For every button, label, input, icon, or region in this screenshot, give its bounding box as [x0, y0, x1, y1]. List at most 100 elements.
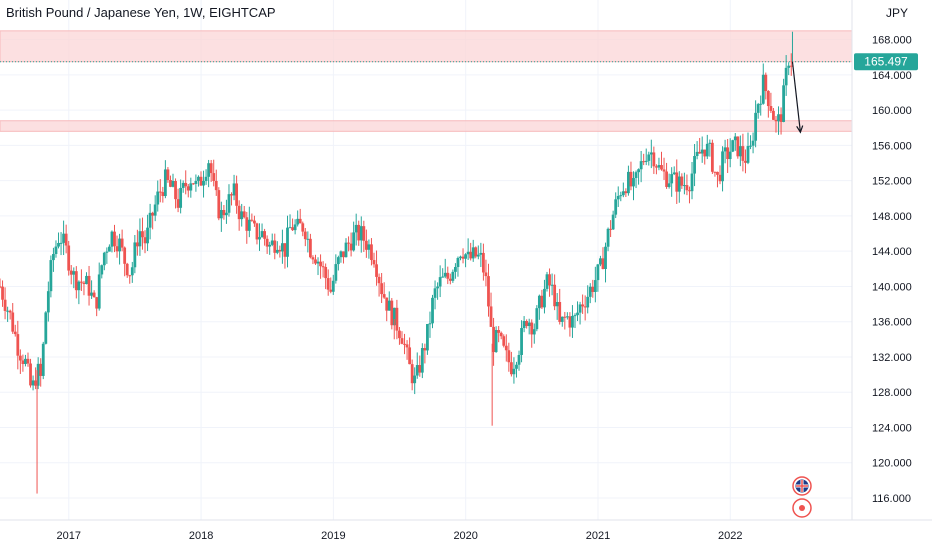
candle-body: [459, 256, 462, 258]
candle-body: [578, 304, 582, 313]
candle-body: [41, 343, 45, 376]
candle-body: [675, 172, 679, 192]
candle-body: [194, 180, 198, 184]
candle-body: [283, 243, 287, 257]
candle-body: [764, 74, 768, 92]
candle-body: [225, 212, 228, 216]
candle-body: [487, 276, 490, 307]
candle-body: [85, 275, 88, 285]
candle-body: [59, 242, 63, 244]
x-axis-ticks[interactable]: 2017 2018 2019 2020 2021 2022: [57, 530, 743, 542]
candle-body: [141, 231, 144, 238]
candle-body: [26, 358, 30, 364]
resistance-zones: [0, 30, 853, 132]
candle-body: [479, 252, 483, 255]
candle-body: [662, 169, 666, 172]
y-tick-label: 140.000: [872, 281, 912, 293]
candle-body: [481, 252, 485, 273]
candle-body: [413, 375, 417, 384]
candle-body: [749, 145, 752, 147]
candle-body: [532, 329, 536, 335]
candle-body: [583, 306, 587, 308]
candle-body: [133, 242, 137, 268]
candle-body: [766, 91, 770, 107]
candle-body: [741, 146, 745, 161]
candle-body: [34, 380, 38, 386]
candle-body: [163, 169, 167, 197]
jp-flag-icon[interactable]: JP: [792, 498, 812, 518]
candle-body: [69, 270, 73, 275]
candle-body: [494, 330, 498, 353]
candle-body: [420, 348, 424, 373]
candle-body: [779, 114, 783, 122]
candle-body: [520, 328, 523, 355]
candle-body: [1, 286, 4, 300]
candle-body: [553, 284, 557, 307]
candle-body: [174, 180, 177, 200]
uk-flag-icon[interactable]: UK: [792, 476, 812, 496]
candle-body: [207, 163, 211, 177]
candle-body: [250, 219, 254, 221]
candle-body: [522, 321, 526, 329]
candle-body: [336, 257, 340, 265]
candle-body: [240, 211, 244, 220]
y-axis-ticks[interactable]: 116.000 120.000 124.000 128.000 132.000 136.0…: [872, 35, 912, 505]
candle-body: [784, 67, 788, 86]
candle-body: [303, 231, 307, 240]
candle-body: [637, 169, 640, 173]
candle-body: [606, 228, 610, 247]
candle-body: [744, 160, 747, 163]
candle-body: [108, 246, 111, 252]
candle-body: [713, 171, 717, 173]
candle-body: [451, 271, 455, 281]
candle-body: [347, 242, 350, 244]
candle-body: [6, 310, 10, 312]
candle-body: [169, 180, 172, 187]
candle-body: [349, 243, 353, 251]
candle-body: [357, 224, 361, 241]
candle-body: [245, 217, 249, 231]
candle-body: [454, 267, 457, 272]
candle-body: [431, 297, 434, 324]
candle-body: [204, 176, 208, 181]
y-tick-label: 164.000: [872, 70, 912, 82]
candle-body: [235, 183, 239, 206]
candle-body: [492, 326, 495, 353]
candle-body: [619, 195, 623, 197]
candle-body: [601, 258, 605, 270]
candle-body: [527, 322, 531, 327]
candle-body: [456, 257, 460, 268]
candle-body: [426, 323, 429, 351]
candle-body: [171, 180, 175, 187]
event-flags[interactable]: UK JP: [792, 476, 812, 518]
candle-body: [352, 232, 356, 251]
candle-body: [644, 160, 648, 162]
candle-body: [693, 156, 696, 174]
candle-body: [329, 289, 333, 292]
candle-body: [655, 166, 658, 168]
candle-body: [746, 146, 750, 163]
candle-body: [614, 199, 618, 215]
candle-body: [469, 251, 473, 259]
candle-body: [387, 300, 391, 311]
candle-body: [46, 291, 50, 313]
candle-body: [769, 106, 773, 111]
candle-body: [667, 183, 671, 187]
candle-body: [49, 260, 53, 292]
candle-body: [586, 296, 590, 308]
candle-body: [609, 228, 613, 230]
y-tick-label: 144.000: [872, 246, 912, 258]
candle-body: [555, 302, 559, 307]
candle-body: [186, 186, 190, 191]
candle-body: [695, 151, 699, 157]
candle-body: [632, 178, 635, 187]
candle-body: [512, 368, 516, 375]
candle-body: [604, 246, 607, 270]
candle-body: [265, 238, 269, 247]
candle-body: [281, 243, 284, 252]
candle-body: [550, 284, 554, 286]
candle-body: [627, 171, 630, 194]
y-tick-label: 136.000: [872, 317, 912, 329]
